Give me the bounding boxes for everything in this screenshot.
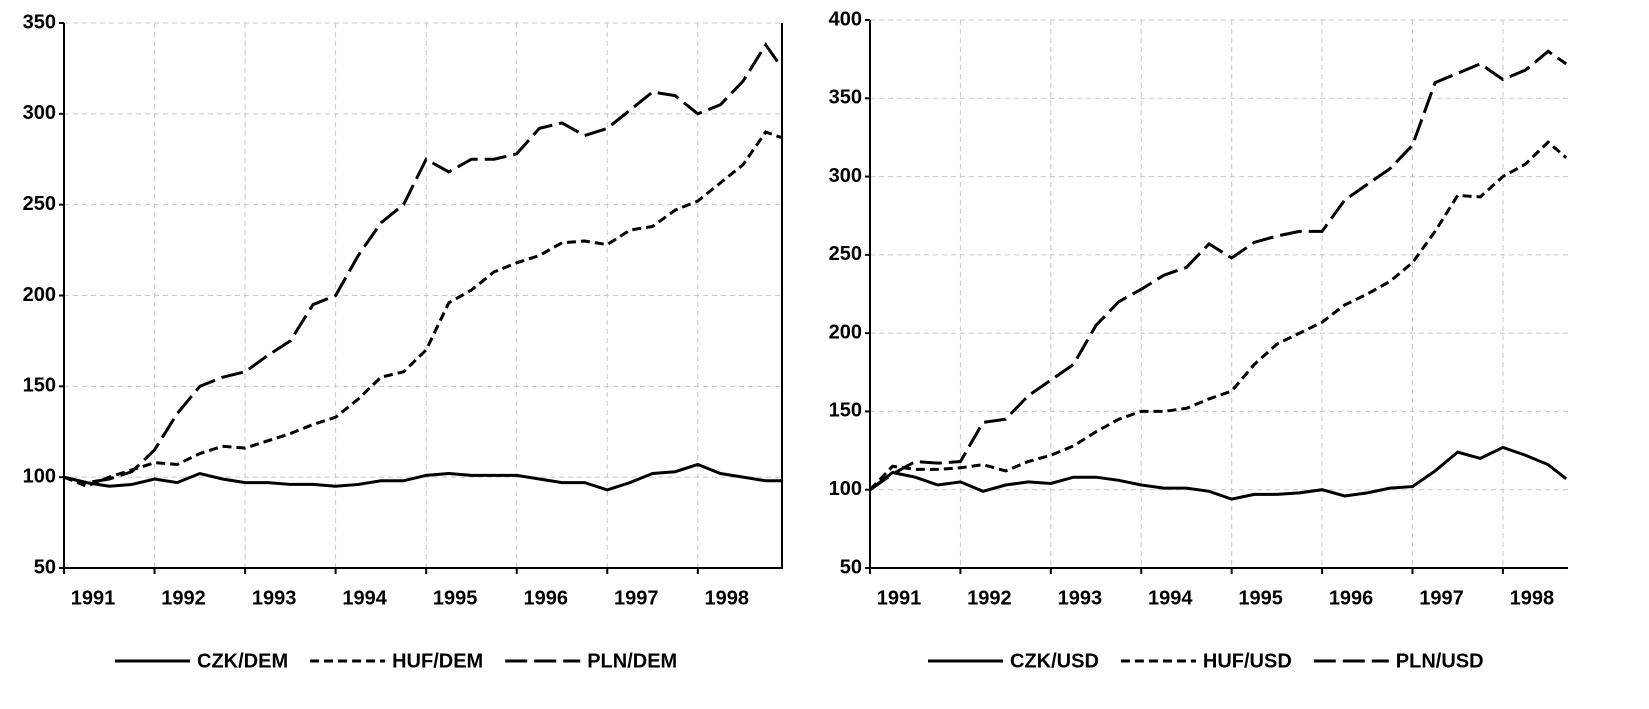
- x-tick-label: 1994: [342, 587, 387, 609]
- x-tick-label: 1996: [523, 587, 568, 609]
- series-line: [63, 42, 783, 485]
- y-tick-label: 200: [23, 284, 56, 306]
- axis-frame: [869, 20, 1568, 569]
- y-tick-label: 50: [840, 556, 862, 578]
- x-tick-label: 1993: [252, 587, 297, 609]
- y-tick-label: 150: [829, 400, 862, 422]
- x-tick-label: 1998: [705, 587, 750, 609]
- y-tick-label: 50: [34, 556, 56, 578]
- x-tick-label: 1995: [433, 587, 478, 609]
- x-tick-label: 1995: [1238, 587, 1283, 609]
- series-line: [63, 130, 782, 488]
- x-tick-label: 1997: [614, 587, 659, 609]
- x-tick-label: 1991: [71, 587, 116, 609]
- x-tick-label: 1996: [1329, 587, 1374, 609]
- y-tick-label: 150: [23, 375, 56, 397]
- y-tick-label: 100: [829, 478, 862, 500]
- x-tick-label: 1993: [1058, 587, 1103, 609]
- legend-label: PLN/USD: [1396, 650, 1484, 672]
- y-tick-label: 200: [829, 321, 862, 343]
- y-tick-label: 250: [23, 193, 56, 215]
- y-tick-label: 250: [829, 243, 862, 265]
- y-tick-label: 100: [23, 465, 56, 487]
- y-tick-label: 300: [829, 165, 862, 187]
- legend-label: HUF/DEM: [392, 650, 483, 672]
- x-tick-label: 1998: [1510, 587, 1555, 609]
- x-tick-label: 1991: [877, 587, 922, 609]
- y-tick-label: 300: [23, 102, 56, 124]
- legend-label: CZK/DEM: [197, 650, 288, 672]
- x-tick-label: 1992: [161, 587, 206, 609]
- y-tick-label: 350: [23, 11, 56, 33]
- legend-label: HUF/USD: [1203, 650, 1292, 672]
- x-tick-label: 1994: [1148, 587, 1193, 609]
- legend-label: PLN/DEM: [587, 650, 677, 672]
- legend-label: CZK/USD: [1010, 650, 1099, 672]
- series-line: [868, 140, 1568, 491]
- y-tick-label: 350: [829, 87, 862, 109]
- series-line: [869, 49, 1568, 491]
- series-line: [63, 462, 782, 492]
- y-tick-label: 400: [829, 8, 862, 30]
- series-line: [869, 445, 1568, 501]
- x-tick-label: 1992: [967, 587, 1012, 609]
- axis-frame: [63, 23, 783, 569]
- x-tick-label: 1997: [1419, 587, 1464, 609]
